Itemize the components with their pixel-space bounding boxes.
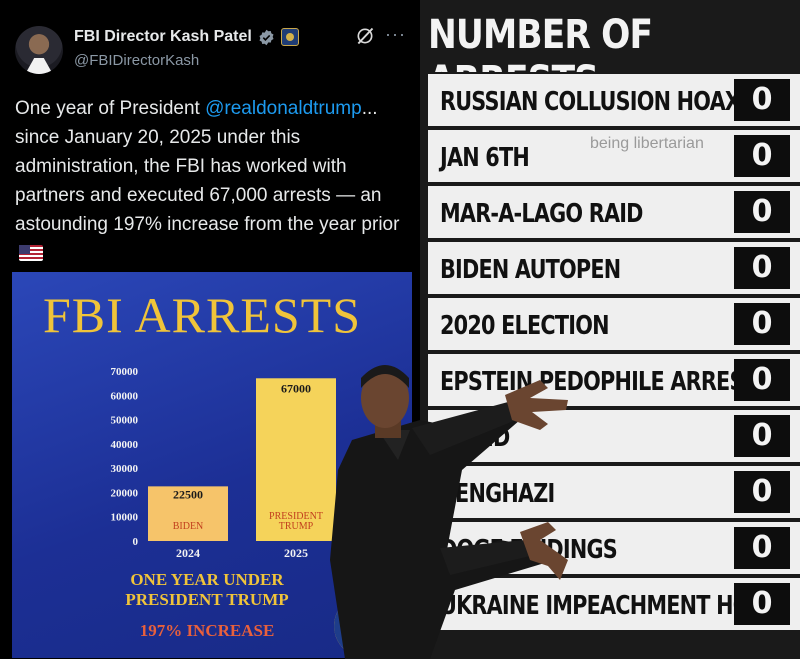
row-value: 0 xyxy=(734,583,790,625)
poster-caption: ONE YEAR UNDER PRESIDENT TRUMP xyxy=(107,570,307,610)
us-flag-icon xyxy=(19,245,43,261)
row-value: 0 xyxy=(734,79,790,121)
more-icon[interactable]: ··· xyxy=(385,24,406,44)
row-label: COVID xyxy=(440,423,510,453)
tweet-text: One year of President @realdonaldtrump..… xyxy=(15,94,410,268)
row-label: 2020 ELECTION xyxy=(440,311,609,341)
poster-title: FBI ARRESTS xyxy=(42,287,362,343)
author-row: FBI Director Kash Patel xyxy=(74,28,299,46)
y-tick-label: 30000 xyxy=(111,463,139,475)
bar xyxy=(148,486,228,541)
board-row: EPSTEIN PEDOPHILE ARRESTS 0 xyxy=(428,352,800,406)
display-name[interactable]: FBI Director Kash Patel xyxy=(74,28,252,45)
row-label: EPSTEIN PEDOPHILE ARRESTS xyxy=(440,367,772,397)
bar-category-label: PRESIDENT xyxy=(269,511,323,522)
grok-icon[interactable] xyxy=(355,26,375,46)
row-label: RUSSIAN COLLUSION HOAX xyxy=(440,87,741,117)
government-badge-icon xyxy=(280,28,299,46)
arrests-bar-chart: 0 10000 20000 30000 40000 50000 60000 70000 2250… xyxy=(111,366,336,560)
y-tick-label: 20000 xyxy=(111,487,139,499)
row-value: 0 xyxy=(734,471,790,513)
tweet-text-intro: One year of President xyxy=(15,98,206,119)
board-row: UKRAINE IMPEACHMENT HOAX 0 xyxy=(428,576,800,630)
y-tick-label: 40000 xyxy=(111,439,139,451)
row-label: JAN 6TH xyxy=(440,143,530,173)
x-tick-label: 2025 xyxy=(284,546,308,560)
board-row: COVID 0 xyxy=(428,408,800,462)
bar-category-label: TRUMP xyxy=(279,521,314,532)
row-label: BENGHAZI xyxy=(440,479,555,509)
watermark: being libertarian xyxy=(590,135,704,152)
fbi-arrests-poster[interactable]: FBI ARRESTS 0 10000 20000 30000 40000 50000 60… xyxy=(12,272,412,658)
y-tick-label: 70000 xyxy=(111,366,139,378)
handle[interactable]: @FBIDirectorKash xyxy=(74,52,200,69)
x-tick-label: 2024 xyxy=(176,546,200,560)
fbi-seal-icon xyxy=(334,594,398,658)
board-row: RUSSIAN COLLUSION HOAX 0 xyxy=(428,72,800,126)
tweet-text-rest: ... since January 20, 2025 under this ad… xyxy=(15,98,400,235)
row-value: 0 xyxy=(734,415,790,457)
mention-link[interactable]: @realdonaldtrump xyxy=(205,98,362,119)
row-label: BIDEN AUTOPEN xyxy=(440,255,621,285)
verified-badge-icon xyxy=(259,29,274,45)
board-row: 2020 ELECTION 0 xyxy=(428,296,800,350)
board-row: JAN 6TH 0 xyxy=(428,128,800,182)
row-value: 0 xyxy=(734,247,790,289)
y-tick-label: 0 xyxy=(133,536,139,548)
board-row: BIDEN AUTOPEN 0 xyxy=(428,240,800,294)
row-value: 0 xyxy=(734,135,790,177)
bar-category-label: BIDEN xyxy=(173,521,204,532)
row-value: 0 xyxy=(734,359,790,401)
row-label: DOGE FINDINGS xyxy=(440,535,618,565)
row-label: UKRAINE IMPEACHMENT HOAX xyxy=(440,591,780,621)
bar xyxy=(256,378,336,541)
poster-increase: 197% INCREASE xyxy=(139,621,275,640)
y-tick-label: 60000 xyxy=(111,390,139,402)
y-tick-label: 10000 xyxy=(111,512,139,524)
row-label: MAR-A-LAGO RAID xyxy=(440,199,643,229)
bar-data-label: 22500 xyxy=(173,487,203,501)
board-row: DOGE FINDINGS 0 xyxy=(428,520,800,574)
board-row: MAR-A-LAGO RAID 0 xyxy=(428,184,800,238)
poster-caption-line2: PRESIDENT TRUMP xyxy=(125,590,289,609)
row-value: 0 xyxy=(734,527,790,569)
board-row: BENGHAZI 0 xyxy=(428,464,800,518)
row-value: 0 xyxy=(734,303,790,345)
avatar[interactable] xyxy=(15,26,63,74)
tweet: FBI Director Kash Patel @FBIDirectorKash… xyxy=(12,24,412,658)
row-value: 0 xyxy=(734,191,790,233)
y-tick-label: 50000 xyxy=(111,415,139,427)
bar-data-label: 67000 xyxy=(281,381,311,395)
poster-caption-line1: ONE YEAR UNDER xyxy=(130,570,284,589)
